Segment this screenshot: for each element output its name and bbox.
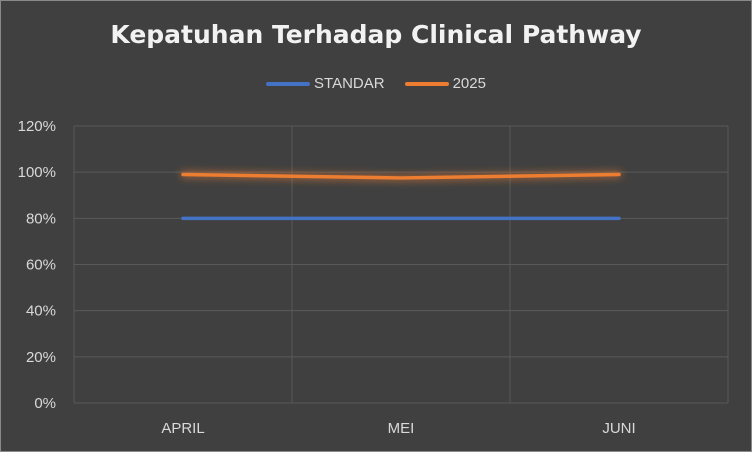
y-tick-label: 40%	[26, 303, 56, 320]
legend-item-standar: STANDAR	[266, 75, 385, 92]
y-tick-label: 60%	[26, 257, 56, 274]
legend-swatch-2025	[404, 81, 449, 86]
x-tick-label: MEI	[388, 420, 415, 437]
y-tick-label: 120%	[18, 118, 56, 135]
x-tick-label: JUNI	[602, 420, 635, 437]
legend-label-2025: 2025	[452, 75, 486, 92]
data-point-0-2	[617, 216, 621, 220]
x-tick-label: APRIL	[161, 420, 204, 437]
chart-title: Kepatuhan Terhadap Clinical Pathway	[110, 20, 642, 49]
legend: STANDAR 2025	[0, 75, 752, 92]
y-tick-label: 20%	[26, 349, 56, 366]
data-point-1-2	[617, 172, 621, 176]
y-tick-label: 80%	[26, 210, 56, 227]
legend-label-standar: STANDAR	[314, 75, 385, 92]
data-point-1-0	[181, 172, 185, 176]
legend-item-2025: 2025	[404, 75, 486, 92]
data-point-0-1	[399, 216, 403, 220]
data-point-1-1	[399, 176, 403, 180]
legend-swatch-standar	[266, 81, 311, 86]
y-tick-label: 100%	[18, 164, 56, 181]
data-point-0-0	[181, 216, 185, 220]
y-tick-label: 0%	[34, 395, 56, 412]
